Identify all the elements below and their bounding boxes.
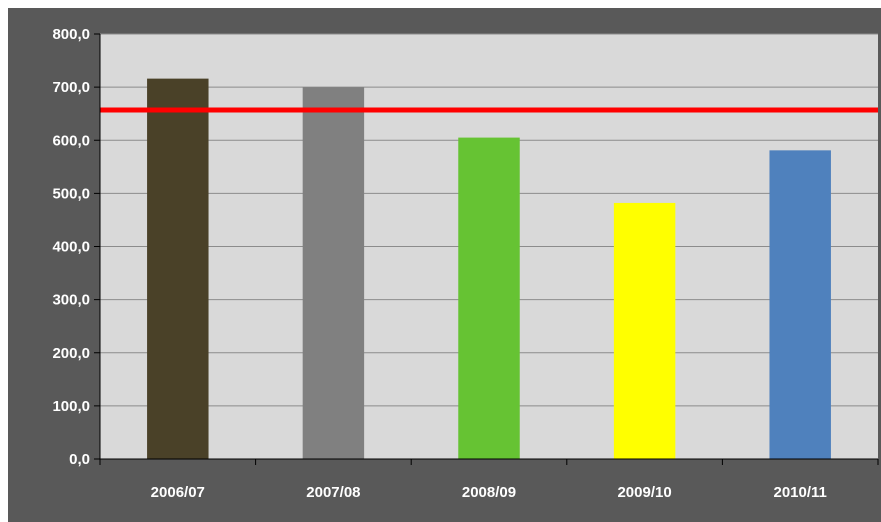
x-tick-label: 2006/07 <box>151 484 205 501</box>
x-tick-label: 2010/11 <box>773 484 826 501</box>
y-tick-label: 500,0 <box>52 185 90 202</box>
y-tick-label: 600,0 <box>52 132 90 149</box>
y-tick-label: 100,0 <box>52 398 90 415</box>
bar-2010-11 <box>769 150 831 459</box>
bar-2008-09 <box>458 137 520 459</box>
y-tick-label: 300,0 <box>52 292 90 309</box>
x-tick-label: 2008/09 <box>462 484 516 501</box>
bar-2007-08 <box>302 87 365 459</box>
bar-2006-07 <box>147 78 209 459</box>
axes <box>94 33 879 465</box>
bars <box>147 78 831 459</box>
x-tick-label: 2007/08 <box>306 484 360 501</box>
chart-frame: 0,0 100,0 200,0 300,0 400,0 500,0 600,0 700,0 80… <box>8 8 881 522</box>
y-tick-label: 800,0 <box>52 26 90 43</box>
y-tick-label: 400,0 <box>52 239 90 256</box>
bar-chart: 0,0 100,0 200,0 300,0 400,0 500,0 600,0 700,0 80… <box>52 26 879 501</box>
y-tick-labels: 0,0 100,0 200,0 300,0 400,0 500,0 600,0 700,0 80… <box>52 26 90 468</box>
x-tick-label: 2009/10 <box>617 484 671 501</box>
y-tick-label: 0,0 <box>69 451 90 468</box>
x-tick-labels: 2006/07 2007/08 2008/09 2009/10 2010/11 <box>151 484 827 501</box>
y-tick-label: 200,0 <box>52 345 90 362</box>
y-tick-label: 700,0 <box>52 79 90 96</box>
bar-2009-10 <box>613 202 676 459</box>
